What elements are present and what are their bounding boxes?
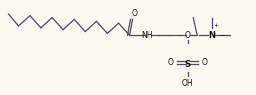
Text: +: + xyxy=(214,23,219,28)
Text: O: O xyxy=(167,58,173,67)
Text: NH: NH xyxy=(141,31,153,40)
Text: O: O xyxy=(185,31,190,40)
Text: —: — xyxy=(219,32,227,38)
Text: S: S xyxy=(185,60,190,69)
Text: O: O xyxy=(132,10,137,19)
Text: O: O xyxy=(202,58,208,67)
Text: N: N xyxy=(208,31,215,40)
Text: OH: OH xyxy=(182,79,193,88)
